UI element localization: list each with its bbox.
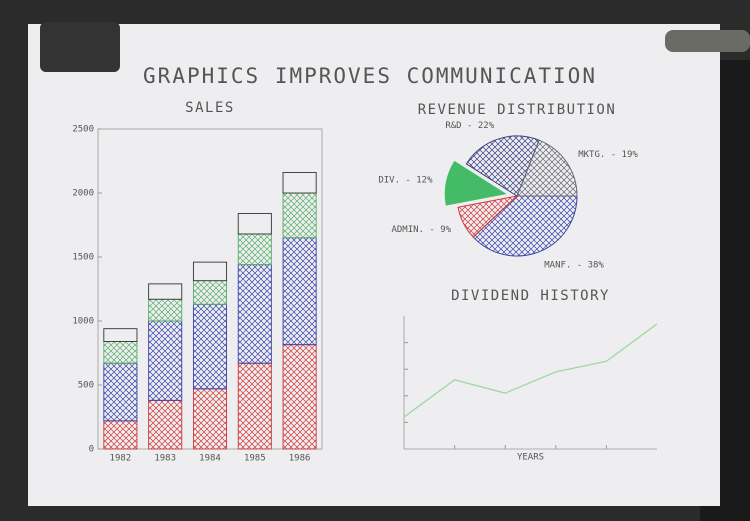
paper <box>28 24 720 506</box>
pie-slice <box>457 195 519 238</box>
slice-label: R&D - 22% <box>445 121 494 131</box>
bar-segment <box>103 328 138 342</box>
slice-label: ADMIN. - 9% <box>391 225 451 235</box>
pen-carriage <box>665 30 750 52</box>
paper-clamp <box>40 22 120 72</box>
bar-segment <box>237 362 272 450</box>
pie-slice <box>444 160 507 206</box>
chart-title: REVENUE DISTRIBUTION <box>418 102 617 118</box>
y-tick-label: 1000 <box>72 317 94 327</box>
bar-segment <box>103 420 138 450</box>
bar-segment <box>148 320 183 401</box>
slice-label: MKTG. - 19% <box>578 150 638 160</box>
bar-segment <box>148 283 183 300</box>
bar-segment <box>237 264 272 364</box>
bar-segment <box>148 399 183 450</box>
pie-slice <box>472 195 578 257</box>
y-tick-label: 1500 <box>72 253 94 263</box>
y-tick-label: 0 <box>89 445 94 455</box>
axes <box>403 316 657 450</box>
x-tick-label: 1986 <box>289 454 311 464</box>
x-tick-label: 1982 <box>110 454 132 464</box>
chart-title: DIVIDEND HISTORY <box>451 288 610 304</box>
x-tick-label: 1983 <box>154 454 176 464</box>
slice-label: DIV. - 12% <box>378 175 433 185</box>
chart-title: SALES <box>185 100 235 116</box>
y-tick-label: 500 <box>78 381 94 391</box>
bar-segment <box>237 213 272 235</box>
bar-segment <box>282 192 317 239</box>
data-line <box>403 323 658 418</box>
bar-segment <box>192 261 228 282</box>
bar-segment <box>282 172 317 194</box>
bar-segment <box>282 237 317 346</box>
bar-segment <box>103 341 138 364</box>
page-title: GRAPHICS IMPROVES COMMUNICATION <box>143 64 597 88</box>
bar-segment <box>192 280 228 305</box>
bar-segment <box>237 233 272 266</box>
y-tick-label: 2000 <box>72 189 94 199</box>
bar-segment <box>192 388 228 450</box>
bar-segment <box>192 303 228 390</box>
x-axis-label: YEARS <box>517 453 544 463</box>
bar-segment <box>148 298 183 322</box>
bar-segment <box>103 362 138 422</box>
x-tick-label: 1984 <box>199 454 221 464</box>
x-tick-label: 1985 <box>244 454 266 464</box>
pie-slice <box>516 139 578 197</box>
bar-segment <box>282 344 317 450</box>
y-tick-label: 2500 <box>72 125 94 135</box>
slice-label: MANF. - 38% <box>544 260 604 270</box>
pie-slice <box>465 135 540 197</box>
